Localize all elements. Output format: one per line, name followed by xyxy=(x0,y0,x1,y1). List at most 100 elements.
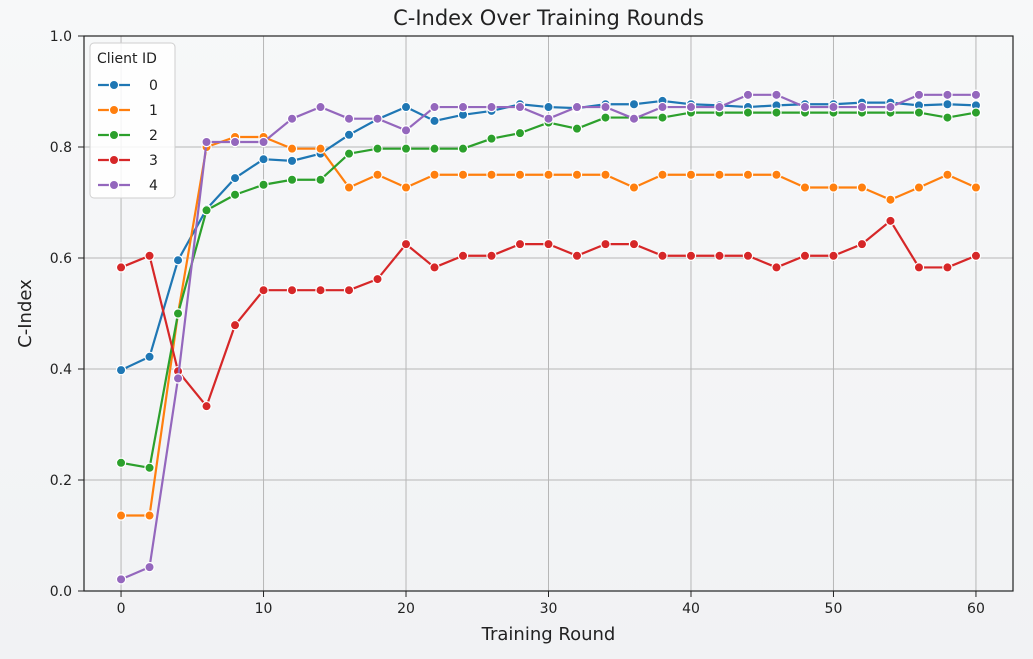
data-point xyxy=(315,101,326,113)
data-point xyxy=(115,262,127,273)
data-point xyxy=(315,143,326,154)
data-point xyxy=(286,155,298,167)
data-point xyxy=(885,101,896,113)
data-point xyxy=(657,101,668,113)
legend-marker xyxy=(108,154,120,166)
data-point xyxy=(885,194,896,205)
data-point xyxy=(343,182,355,193)
data-point xyxy=(429,262,440,273)
series-layer xyxy=(115,89,982,585)
data-point xyxy=(913,262,925,273)
y-tick-label: 1.0 xyxy=(50,29,72,45)
data-point xyxy=(372,273,383,285)
data-point xyxy=(457,169,469,180)
legend-label: 0 xyxy=(149,78,158,94)
data-point xyxy=(400,125,412,136)
data-point xyxy=(543,113,554,124)
data-point xyxy=(571,101,583,113)
data-point xyxy=(229,172,241,184)
data-point xyxy=(286,113,298,124)
data-point xyxy=(201,400,212,412)
legend-items: 0 1 2 3 4 xyxy=(98,78,158,194)
legend-label: 1 xyxy=(149,103,158,119)
data-point xyxy=(258,136,269,148)
x-tick-label: 10 xyxy=(255,601,273,617)
data-point xyxy=(315,284,326,296)
data-point xyxy=(486,133,497,144)
legend-marker xyxy=(108,179,120,191)
data-point xyxy=(628,99,640,110)
data-point xyxy=(144,250,155,261)
data-point xyxy=(571,123,583,134)
data-point xyxy=(600,101,611,113)
legend-marker xyxy=(108,104,120,116)
data-point xyxy=(742,169,754,180)
data-point xyxy=(600,169,611,180)
data-point xyxy=(970,89,982,101)
data-point xyxy=(486,250,497,261)
data-point xyxy=(115,457,127,468)
data-point xyxy=(258,284,269,296)
data-point xyxy=(628,238,640,250)
data-point xyxy=(172,255,184,266)
data-point xyxy=(172,373,184,384)
data-point xyxy=(771,89,782,101)
data-point xyxy=(600,238,611,250)
data-point xyxy=(970,250,982,261)
data-point xyxy=(657,250,668,261)
legend-label: 2 xyxy=(149,128,158,144)
series-2 xyxy=(115,107,982,473)
data-point xyxy=(514,238,526,250)
y-axis-label: C-Index xyxy=(15,279,36,348)
data-point xyxy=(429,101,440,113)
data-point xyxy=(258,154,269,165)
x-tick-label: 30 xyxy=(540,601,558,617)
data-point xyxy=(343,129,355,140)
data-point xyxy=(742,107,754,118)
tick-labels: 0 10 20 30 40 50 600.00.20.40.60.81.0 xyxy=(50,29,985,617)
data-point xyxy=(942,112,953,123)
series-4 xyxy=(115,89,982,585)
legend-label: 4 xyxy=(149,178,158,194)
data-point xyxy=(144,561,155,573)
data-point xyxy=(514,169,526,180)
data-point xyxy=(828,250,839,261)
y-tick-label: 0.4 xyxy=(50,362,72,378)
data-point xyxy=(258,179,269,190)
data-point xyxy=(856,182,868,193)
data-point xyxy=(657,169,668,180)
data-point xyxy=(913,182,925,193)
data-point xyxy=(201,136,212,148)
data-point xyxy=(115,574,127,585)
data-point xyxy=(400,143,412,154)
data-point xyxy=(486,101,497,113)
data-point xyxy=(343,113,355,124)
data-point xyxy=(315,174,326,185)
data-point xyxy=(942,262,953,273)
data-point xyxy=(429,143,440,154)
data-point xyxy=(372,169,383,180)
y-tick-label: 0.0 xyxy=(50,584,72,600)
data-point xyxy=(543,169,554,180)
data-point xyxy=(115,510,127,521)
data-point xyxy=(571,250,583,261)
x-tick-label: 50 xyxy=(825,601,843,617)
y-tick-label: 0.8 xyxy=(50,140,72,156)
data-point xyxy=(286,284,298,296)
legend-label: 3 xyxy=(149,153,158,169)
x-axis-label: Training Round xyxy=(481,624,616,645)
data-point xyxy=(372,143,383,154)
data-point xyxy=(657,112,668,123)
data-point xyxy=(457,101,469,113)
data-point xyxy=(400,238,412,250)
data-point xyxy=(628,113,640,124)
y-tick-label: 0.6 xyxy=(50,251,72,267)
legend-marker xyxy=(108,79,120,91)
data-point xyxy=(144,462,155,473)
series-3 xyxy=(115,215,982,412)
data-point xyxy=(771,262,782,273)
data-point xyxy=(714,101,725,113)
data-point xyxy=(172,308,184,319)
